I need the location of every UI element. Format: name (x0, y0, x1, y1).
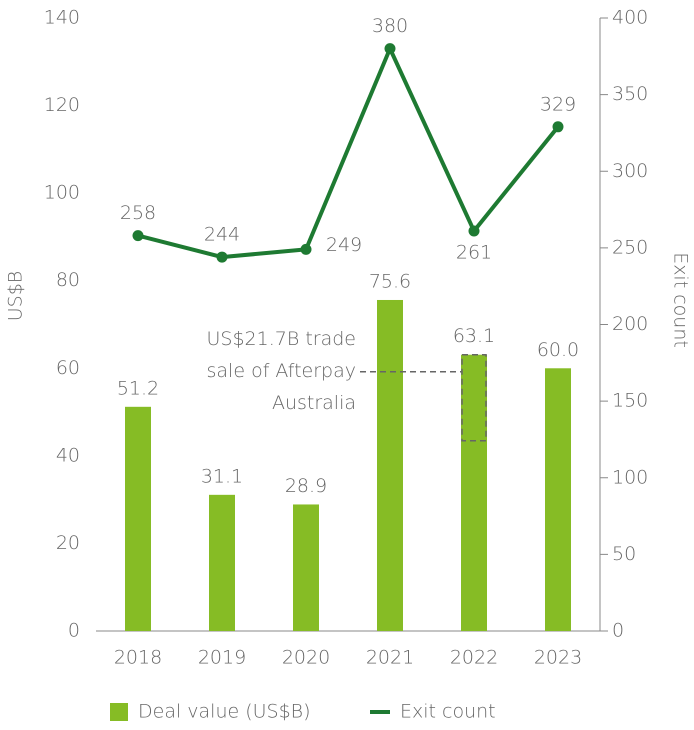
y-tick-label: 80 (56, 269, 80, 291)
y-tick-label: 60 (56, 357, 80, 379)
line-value-label: 261 (456, 242, 492, 264)
line-point (384, 43, 396, 55)
y-tick-label: 20 (56, 532, 80, 554)
y2-tick-label: 100 (612, 466, 648, 488)
y2-tick-label: 50 (612, 543, 636, 565)
annotation-text: Australia (272, 392, 356, 414)
x-tick-label: 2019 (198, 647, 246, 669)
y2-tick-label: 250 (612, 236, 648, 258)
x-tick-label: 2020 (282, 647, 330, 669)
legend-label: Exit count (400, 701, 496, 723)
legend-label: Deal value (US$B) (138, 701, 311, 723)
bar (125, 406, 151, 631)
y2-tick-label: 150 (612, 390, 648, 412)
bar-value-label: 28.9 (285, 475, 327, 497)
y2-axis-label: Exit count (670, 252, 692, 348)
line-point (468, 225, 480, 237)
bar (461, 354, 487, 631)
line (137, 43, 560, 260)
bar-value-label: 63.1 (453, 325, 495, 347)
bar (377, 299, 403, 631)
y2-tick-label: 400 (612, 7, 648, 29)
annotation-text: sale of Afterpay (207, 360, 356, 382)
y-tick-label: 100 (44, 182, 80, 204)
bar-value-label: 60.0 (537, 339, 579, 361)
bar (545, 368, 571, 631)
y-tick-label: 120 (44, 94, 80, 116)
y2-tick-label: 350 (612, 83, 648, 105)
y-tick-label: 0 (68, 620, 80, 642)
line-value-label: 380 (372, 15, 408, 37)
legend-swatch (110, 703, 128, 721)
y2-tick-label: 200 (612, 313, 648, 335)
line-point (552, 121, 564, 133)
y-tick-label: 40 (56, 444, 80, 466)
line-value-label: 329 (540, 93, 576, 115)
bar-value-label: 51.2 (117, 377, 159, 399)
x-tick-label: 2018 (114, 647, 162, 669)
line-point (216, 251, 228, 263)
bar (209, 494, 235, 631)
y-axis-label: US$B (5, 271, 27, 322)
y2-tick-label: 0 (612, 620, 624, 642)
x-tick-label: 2022 (450, 647, 498, 669)
line-point (132, 230, 144, 242)
line-value-label: 244 (204, 224, 240, 246)
line-value-label: 258 (120, 202, 156, 224)
y-tick-label: 140 (44, 7, 80, 29)
x-tick-label: 2021 (366, 647, 414, 669)
x-tick-label: 2023 (534, 647, 582, 669)
bar-value-label: 31.1 (201, 465, 243, 487)
bar (293, 504, 319, 631)
bar-value-label: 75.6 (369, 270, 411, 292)
annotation-box (461, 353, 487, 442)
line-value-label: 249 (326, 234, 362, 256)
y2-tick-label: 300 (612, 160, 648, 182)
line-point (300, 243, 312, 255)
annotation-text: US$21.7B trade (207, 328, 357, 350)
